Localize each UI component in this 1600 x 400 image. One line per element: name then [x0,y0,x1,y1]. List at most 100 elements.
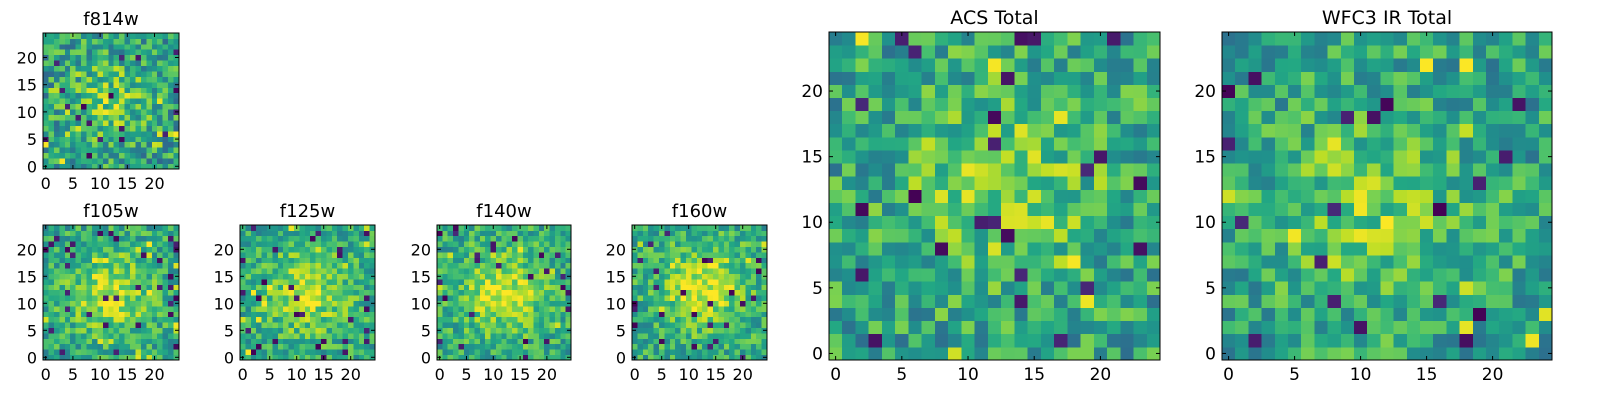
heatmap-cell [696,284,703,291]
heatmap-cell [1301,281,1315,295]
heatmap-cell [745,295,752,301]
heatmap-cell [740,333,746,339]
heatmap-cell [146,316,153,323]
heatmap-cell [70,71,77,77]
heatmap-cell [829,97,843,112]
heatmap-cell [648,343,654,350]
heatmap-cell [855,281,870,295]
heatmap-cell [108,354,115,361]
heatmap-cell [1499,215,1513,230]
heatmap-cell [358,343,365,350]
heatmap-cell [750,241,757,247]
heatmap-cell [102,49,109,56]
heatmap-cell [442,225,449,231]
heatmap-cell [1093,281,1108,295]
heatmap-cell [664,225,671,231]
heatmap-cell [528,327,534,334]
heatmap-cell [135,81,142,88]
heatmap-cell [326,338,333,345]
heatmap-cell [560,354,567,361]
heatmap-cell [696,262,703,269]
heatmap-cell [113,76,120,83]
heatmap-cell [948,346,962,361]
heatmap-cell [447,284,454,291]
heatmap-cell [130,49,136,56]
heatmap-cell [1538,202,1553,217]
heatmap-cell [761,257,768,264]
heatmap-cell [517,262,524,269]
heatmap-cell [64,130,71,137]
heatmap-cell [1133,307,1148,322]
heatmap-cell [1367,32,1381,46]
heatmap-cell [1014,333,1028,348]
heatmap-cell [53,241,60,247]
heatmap-cell [97,262,104,269]
heatmap-cell [707,262,714,269]
heatmap-cell [686,284,692,291]
heatmap-cell [1288,110,1302,125]
heatmap-cell [168,71,174,77]
heatmap-cell [146,295,153,301]
heatmap-cell [680,284,687,291]
heatmap-cell [113,252,120,258]
heatmap-cell [86,333,93,339]
heatmap-cell [1420,320,1434,335]
heatmap-cell [1261,241,1276,256]
heatmap-cell [86,284,93,291]
heatmap-cell [1367,228,1381,243]
heatmap-cell [745,333,752,339]
heatmap-cell [261,262,268,269]
heatmap-cell [272,338,279,345]
heatmap-cell [135,103,142,110]
heatmap-cell [1354,189,1368,203]
heatmap-cell [1420,163,1434,177]
heatmap-cell [474,354,481,361]
heatmap-cell [734,279,741,285]
heatmap-cell [1107,228,1121,243]
heatmap-cell [895,123,909,138]
heatmap-cell [723,230,730,237]
heatmap-cell [1301,136,1315,151]
heatmap-cell [653,268,660,274]
heatmap-cell [512,322,518,328]
heatmap-cell [632,349,638,355]
heatmap-cell [474,349,481,355]
heatmap-cell [675,235,681,242]
heatmap-cell [81,230,87,237]
heatmap-cell [1486,333,1500,348]
heatmap-cell [272,306,279,312]
heatmap-cell [283,316,289,323]
heatmap-cell [1133,110,1148,125]
heatmap-cell [53,76,60,83]
heatmap-cell [1093,228,1108,243]
heatmap-cell [895,150,909,164]
heatmap-cell [75,300,82,307]
heatmap-cell [469,306,475,312]
heatmap-cell [1486,32,1500,46]
heatmap-cell [565,241,572,247]
heatmap-cell [130,163,136,170]
heatmap-cell [1459,255,1474,269]
heatmap-cell [81,60,87,67]
heatmap-cell [250,289,257,296]
heatmap-cell [157,284,164,291]
heatmap-cell [1014,294,1028,308]
heatmap-cell [1080,202,1095,217]
heatmap-cell [1001,32,1015,46]
heatmap-cell [948,320,962,335]
heatmap-cell [157,98,164,105]
heatmap-cell [102,230,109,237]
heatmap-cell [1261,71,1276,85]
heatmap-cell [48,311,55,318]
heatmap-cell [86,316,93,323]
heatmap-cell [337,333,343,339]
heatmap-cell [75,279,82,285]
heatmap-cell [1288,294,1302,308]
heatmap-cell [1446,215,1460,230]
heatmap-cell [734,333,741,339]
heatmap-cell [1027,176,1042,190]
heatmap-cell [675,246,681,253]
heatmap-cell [686,262,692,269]
heatmap-cell [86,120,93,126]
heatmap-cell [1067,176,1081,190]
